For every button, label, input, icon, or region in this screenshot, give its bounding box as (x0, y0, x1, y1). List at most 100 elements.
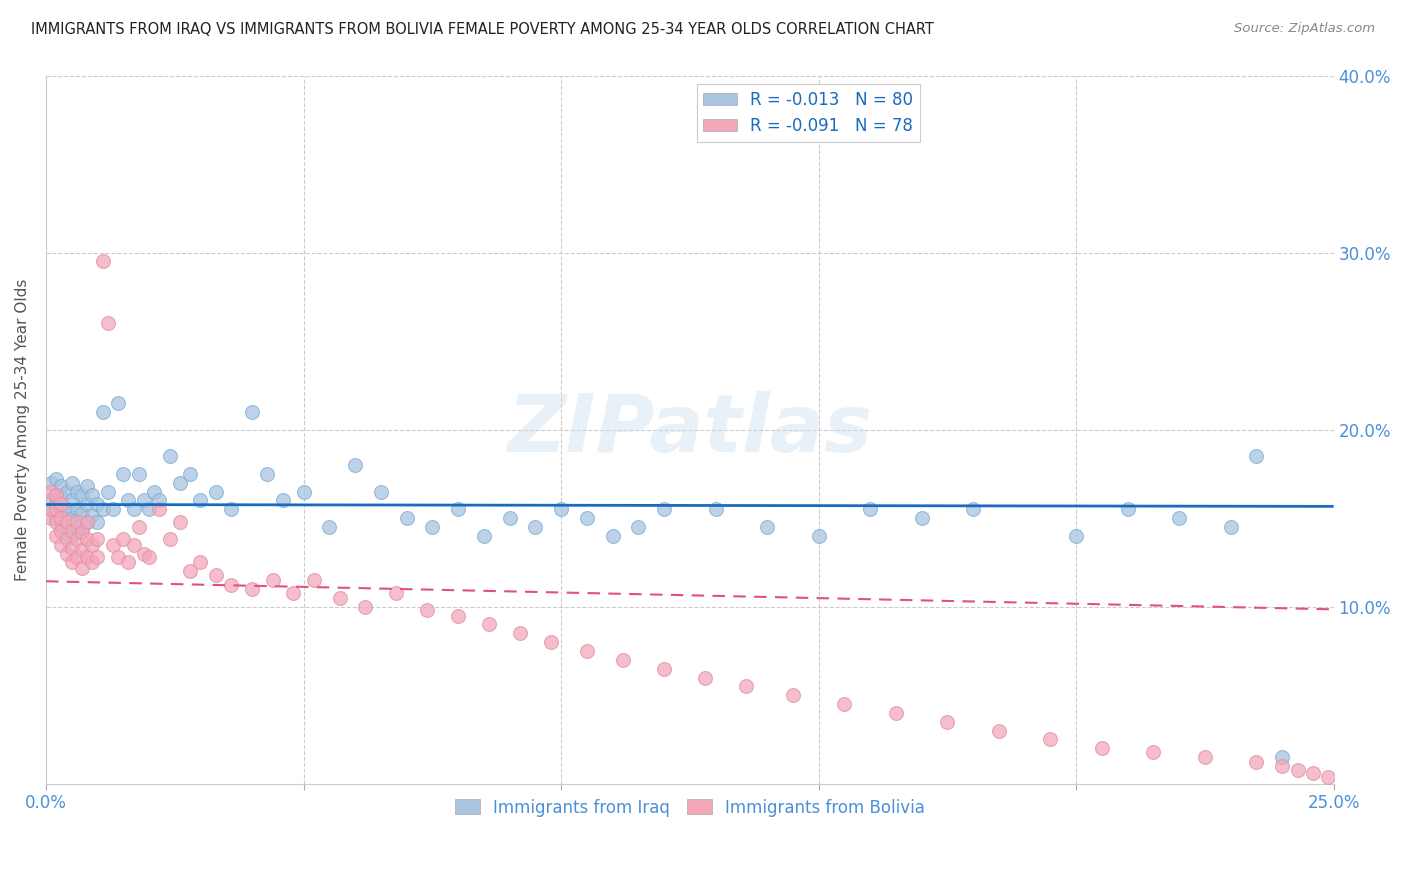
Point (627, 520, 650, 534)
Point (292, 484, 315, 499)
Point (498, 511, 520, 525)
Point (1116, 502, 1139, 516)
Point (1064, 529, 1087, 543)
Point (39, 502, 62, 516)
Point (148, 502, 170, 516)
Point (132, 547, 155, 561)
Point (66, 550, 89, 565)
Point (60, 524, 83, 538)
Point (101, 502, 124, 516)
Point (122, 538, 145, 552)
Point (39, 484, 62, 499)
Point (936, 714, 959, 729)
Point (138, 502, 160, 516)
Point (859, 502, 882, 516)
Point (575, 511, 598, 525)
Point (66, 533, 89, 547)
Point (82, 488, 104, 502)
Point (60, 556, 83, 570)
Point (86, 550, 108, 565)
Point (169, 515, 191, 529)
Legend: Immigrants from Iraq, Immigrants from Bolivia: Immigrants from Iraq, Immigrants from Bo… (447, 790, 934, 825)
Point (70, 560, 93, 574)
Point (695, 671, 717, 685)
Point (132, 493, 155, 508)
Point (179, 467, 201, 481)
Point (39, 493, 62, 508)
Point (143, 484, 166, 499)
Point (420, 520, 443, 534)
Point (76, 533, 98, 547)
Point (735, 679, 758, 693)
Point (159, 449, 181, 463)
Point (70, 525, 93, 540)
Point (834, 697, 856, 711)
Point (66, 502, 89, 516)
Point (76, 515, 98, 529)
Point (82, 508, 104, 522)
Text: IMMIGRANTS FROM IRAQ VS IMMIGRANTS FROM BOLIVIA FEMALE POVERTY AMONG 25-34 YEAR : IMMIGRANTS FROM IRAQ VS IMMIGRANTS FROM … (31, 22, 934, 37)
Point (60, 529, 83, 543)
Point (1219, 520, 1241, 534)
Point (101, 538, 124, 552)
Point (91, 254, 114, 268)
Point (76, 497, 98, 511)
Point (51, 479, 73, 493)
Point (910, 511, 932, 525)
Text: Source: ZipAtlas.com: Source: ZipAtlas.com (1234, 22, 1375, 36)
Point (205, 484, 228, 499)
Point (55, 547, 77, 561)
Point (602, 529, 624, 543)
Point (240, 405, 263, 419)
Point (1194, 750, 1216, 764)
Point (45, 488, 67, 502)
Point (128, 520, 150, 534)
Point (1317, 770, 1340, 784)
Point (179, 564, 201, 578)
Point (205, 567, 228, 582)
Point (51, 502, 73, 516)
Point (51, 524, 73, 538)
Point (652, 662, 675, 676)
Point (55, 515, 77, 529)
Point (45, 529, 67, 543)
Point (240, 582, 263, 596)
Point (82, 538, 104, 552)
Point (66, 515, 89, 529)
Point (148, 493, 170, 508)
Point (884, 706, 907, 720)
Point (1142, 745, 1164, 759)
Point (122, 502, 145, 516)
Point (70, 543, 93, 558)
Point (76, 550, 98, 565)
Point (45, 511, 67, 525)
Point (45, 472, 67, 486)
Point (1091, 741, 1114, 756)
Point (283, 585, 305, 599)
Point (385, 585, 408, 599)
Point (447, 608, 470, 623)
Point (343, 458, 366, 472)
Point (221, 578, 243, 592)
Point (55, 484, 77, 499)
Point (45, 488, 67, 502)
Point (1286, 763, 1309, 777)
Point (117, 493, 139, 508)
Point (55, 533, 77, 547)
Point (704, 502, 727, 516)
Point (329, 591, 352, 605)
Point (612, 653, 634, 667)
Point (97, 484, 120, 499)
Point (70, 506, 93, 520)
Point (51, 538, 73, 552)
Point (354, 599, 377, 614)
Point (60, 511, 83, 525)
Point (86, 515, 108, 529)
Point (112, 533, 135, 547)
Point (190, 493, 212, 508)
Point (112, 467, 135, 481)
Point (1271, 759, 1294, 773)
Point (509, 626, 531, 640)
Y-axis label: Female Poverty Among 25-34 Year Olds: Female Poverty Among 25-34 Year Olds (15, 278, 30, 581)
Point (190, 556, 212, 570)
